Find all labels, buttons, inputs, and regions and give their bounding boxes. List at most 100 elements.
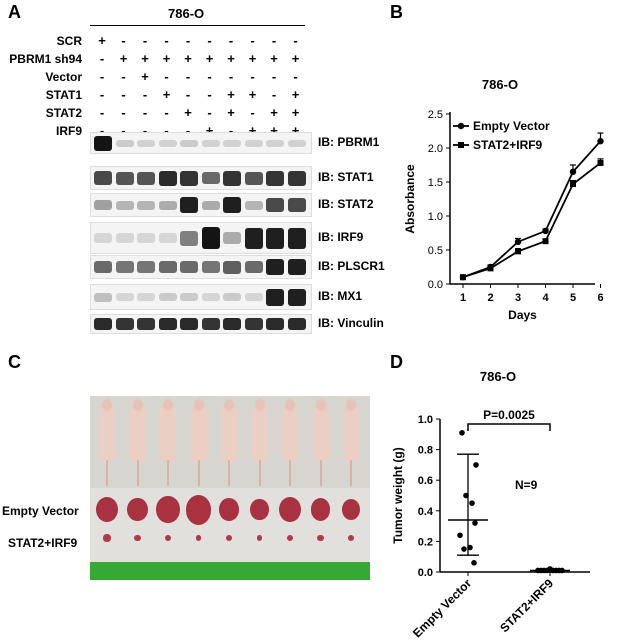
data-point [514, 238, 522, 246]
blot-band [266, 288, 284, 306]
tumor-stat2-irf9 [317, 534, 324, 542]
legend-label: STAT2+IRF9 [473, 138, 543, 152]
blot-band [158, 293, 177, 301]
data-point [487, 265, 494, 272]
blot-band [287, 170, 306, 186]
treatment-sign: - [207, 105, 212, 120]
blot-label: IB: STAT1 [318, 170, 374, 184]
blot-band [244, 139, 263, 147]
ruler [90, 562, 370, 580]
blot-band [223, 197, 241, 213]
mouse-head [285, 399, 295, 411]
treatment-sign: + [162, 87, 171, 102]
treatment-sign: - [99, 105, 105, 120]
treatment-sign: - [185, 87, 191, 102]
blot-band [287, 288, 306, 306]
treatment-sign: + [291, 87, 300, 102]
treatment-sign: - [207, 69, 212, 84]
tumor-stat2-irf9 [256, 535, 263, 541]
mouse-head [102, 399, 112, 411]
treatment-sign: + [270, 51, 278, 66]
panel-b-letter: B [390, 2, 403, 22]
treatment-sign: - [250, 69, 255, 84]
label-empty-vector: Empty Vector [2, 504, 79, 518]
treatment-sign: + [248, 123, 257, 138]
blot-band [158, 139, 177, 147]
mouse-tail [106, 460, 108, 486]
x-tick-label: Empty Vector [410, 576, 474, 640]
treatment-sign: - [250, 105, 255, 120]
mouse-head [315, 399, 326, 411]
blot-band [244, 200, 263, 210]
tumor-stat2-irf9 [287, 535, 293, 541]
data-point [460, 274, 466, 281]
blot-band [137, 139, 155, 147]
treatment-sign: + [291, 105, 300, 120]
treatment-sign: + [162, 51, 171, 66]
treatment-sign: - [142, 33, 148, 48]
data-point [542, 238, 549, 245]
legend-label: Empty Vector [473, 119, 550, 133]
mouse-tail [197, 460, 200, 486]
data-point [469, 500, 475, 506]
y-tick-label: 0.8 [418, 445, 433, 457]
panel-a-cell-line: 786-O [168, 6, 205, 21]
y-axis-label: Tumor weight (g) [391, 447, 405, 543]
blot-band [137, 171, 155, 185]
blot-band [223, 232, 241, 244]
treatment-sign: + [141, 51, 149, 66]
blot-band [201, 261, 220, 273]
blot-band [244, 293, 263, 301]
blot-label: IB: Vinculin [318, 316, 384, 330]
y-tick-label: 0.6 [418, 475, 433, 487]
blot-band [287, 227, 306, 249]
mouse-body [221, 404, 237, 462]
tumor-stat2-irf9 [225, 534, 233, 542]
data-point [569, 168, 577, 175]
blot-band [137, 293, 155, 301]
treatment-sign: - [121, 69, 126, 84]
treatment-label: STAT2 [45, 106, 82, 120]
treatment-sign: - [164, 123, 169, 138]
tumor-stat2-irf9 [165, 535, 171, 541]
blot-band [115, 261, 134, 273]
x-tick-label: 1 [460, 292, 466, 304]
blot-band [223, 170, 241, 186]
blot-band [223, 139, 241, 147]
treatment-sign: + [119, 51, 128, 66]
data-point [597, 138, 604, 145]
blot-band [266, 198, 284, 212]
tumor-empty-vector [341, 498, 361, 520]
treatment-sign: - [121, 123, 126, 138]
treatment-sign: - [293, 69, 298, 84]
blot-strip [90, 193, 312, 217]
blot-band [94, 200, 112, 210]
legend-marker [457, 122, 465, 130]
blot-label: IB: MX1 [318, 289, 363, 303]
blot-band [201, 318, 220, 330]
y-tick-label: 0.0 [418, 567, 433, 579]
treatment-sign: + [270, 105, 278, 120]
blot-band [115, 200, 134, 210]
tumor-empty-vector [96, 497, 118, 523]
treatment-label: STAT1 [45, 88, 82, 102]
blot-band [94, 292, 112, 302]
mouse-body [282, 404, 298, 462]
blot-band [201, 139, 220, 147]
blot-band [158, 318, 177, 330]
treatment-sign: + [205, 123, 214, 138]
treatment-sign: + [227, 51, 235, 66]
treatment-sign: - [99, 51, 105, 66]
tumor-stat2-irf9 [195, 535, 202, 541]
treatment-sign: + [184, 51, 192, 66]
tumor-weight-chart: 786-O 0.0 0.2 0.4 0.6 0.8 1.0 Tumor weight (g) E… [391, 369, 590, 640]
blot-band [94, 233, 112, 243]
blot-band [266, 318, 284, 330]
y-tick-label: 1.0 [418, 414, 433, 426]
tumor-empty-vector [250, 498, 269, 520]
data-point [542, 227, 549, 235]
tumor-stat2-irf9 [103, 534, 111, 542]
legend-marker [458, 142, 464, 148]
treatment-sign: + [291, 123, 300, 138]
data-point [463, 492, 469, 499]
